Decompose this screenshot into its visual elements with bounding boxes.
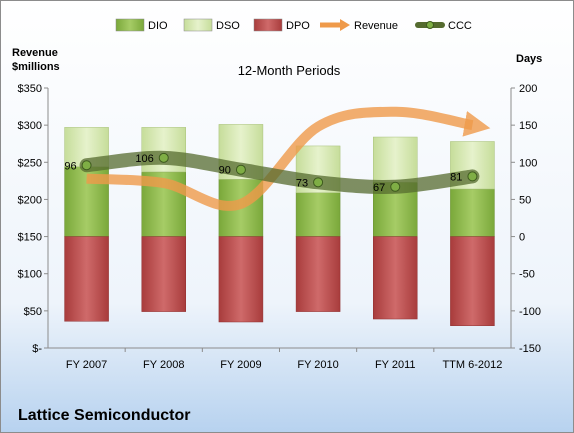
- left-tick-label: $350: [18, 83, 42, 95]
- ccc-data-label: 81: [450, 171, 462, 183]
- legend-label-dio: DIO: [148, 20, 168, 32]
- company-name: Lattice Semiconductor: [18, 407, 190, 424]
- bar-dso: [373, 136, 418, 183]
- bar-dio: [450, 188, 495, 237]
- left-tick-label: $200: [18, 194, 42, 206]
- left-tick-label: $250: [18, 157, 42, 169]
- x-tick-label: TTM 6-2012: [442, 359, 502, 371]
- ccc-data-label: 96: [64, 160, 76, 172]
- x-tick-label: FY 2010: [297, 359, 338, 371]
- legend-label-dpo: DPO: [286, 20, 310, 32]
- legend-label-revenue: Revenue: [354, 20, 398, 32]
- bar-dpo: [450, 236, 495, 326]
- ccc-point: [235, 164, 246, 175]
- left-axis-label-line1: Revenue: [12, 47, 58, 59]
- ccc-data-label: 106: [135, 153, 153, 165]
- ccc-point: [158, 152, 169, 163]
- legend-swatch-dio: [115, 18, 145, 32]
- left-tick-label: $100: [18, 269, 42, 281]
- legend-swatch-dso: [183, 18, 213, 32]
- x-tick-label: FY 2007: [66, 359, 107, 371]
- right-tick-label: 50: [519, 194, 531, 206]
- left-axis-label-line2: $millions: [12, 61, 60, 73]
- right-tick-label: 150: [519, 120, 537, 132]
- chart-title: 12-Month Periods: [238, 63, 341, 78]
- x-tick-label: FY 2008: [143, 359, 184, 371]
- x-tick-label: FY 2009: [220, 359, 261, 371]
- revenue-line: [86, 106, 491, 211]
- legend-label-ccc: CCC: [448, 20, 472, 32]
- legend-swatch-dpo: [253, 18, 283, 32]
- ccc-point: [390, 181, 401, 192]
- ccc-point: [467, 171, 478, 182]
- right-axis-label: Days: [516, 53, 542, 65]
- right-tick-label: -150: [519, 343, 541, 355]
- bar-dpo: [141, 236, 186, 312]
- x-tick-label: FY 2011: [375, 359, 416, 371]
- bar-dpo: [64, 236, 109, 322]
- axes: $- $50 $100 $150 $200 $250 $300 $350 -150 -100 -50…: [18, 83, 542, 371]
- ccc-data-label: 73: [296, 177, 308, 189]
- left-tick-label: $50: [24, 306, 42, 318]
- revenue-series: [86, 106, 491, 211]
- right-tick-label: 100: [519, 157, 537, 169]
- right-tick-label: -100: [519, 306, 541, 318]
- legend: DIO DSO DPO Revenue CCC: [115, 18, 472, 32]
- legend-label-dso: DSO: [216, 20, 240, 32]
- left-tick-label: $300: [18, 120, 42, 132]
- right-tick-label: 200: [519, 83, 537, 95]
- ccc-point: [313, 177, 324, 188]
- left-tick-label: $-: [32, 343, 42, 355]
- ccc-data-label: 90: [219, 165, 231, 177]
- legend-marker-ccc: [426, 21, 434, 29]
- ccc-point: [81, 160, 92, 171]
- bar-dpo: [373, 236, 418, 320]
- bar-dpo: [295, 236, 341, 312]
- ccc-data-label: 67: [373, 182, 385, 194]
- bar-dpo: [218, 236, 264, 323]
- right-tick-label: -50: [519, 269, 535, 281]
- bar-dio: [295, 192, 341, 237]
- left-tick-label: $150: [18, 232, 42, 244]
- right-tick-label: 0: [519, 232, 525, 244]
- ccc-series: 96 106 90 73 67 81: [64, 150, 480, 195]
- legend-arrow-revenue: [340, 19, 350, 31]
- ccc-line: [79, 150, 480, 195]
